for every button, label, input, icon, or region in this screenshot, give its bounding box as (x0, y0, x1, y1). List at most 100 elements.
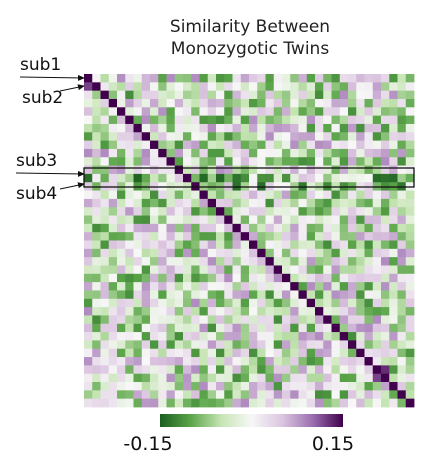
heatmap-cell (331, 365, 341, 375)
heatmap-cell (265, 273, 275, 283)
heatmap-cell (125, 223, 134, 233)
heatmap-cell (191, 115, 200, 125)
heatmap-cell (117, 398, 126, 408)
heatmap-cell (348, 365, 357, 375)
heatmap-cell (150, 115, 159, 125)
heatmap-cell (150, 290, 159, 300)
heatmap-cell (191, 223, 200, 233)
heatmap-cell (364, 248, 374, 258)
heatmap-cell (298, 115, 308, 125)
heatmap-cell (108, 357, 118, 366)
heatmap-cell (100, 140, 110, 150)
heatmap-cell (282, 257, 291, 266)
heatmap-cell (257, 398, 266, 408)
heatmap-cell (117, 273, 126, 283)
heatmap-cell (306, 123, 316, 133)
heatmap-cell (381, 315, 390, 325)
heatmap-cell (315, 223, 324, 233)
heatmap-cell (389, 107, 398, 117)
heatmap-cell (397, 373, 407, 383)
heatmap-cell (117, 82, 126, 92)
heatmap-cell (141, 215, 151, 225)
heatmap-cell (372, 382, 382, 391)
heatmap-cell (166, 398, 176, 408)
heatmap-cell (339, 332, 349, 341)
heatmap-cell (298, 240, 308, 250)
heatmap-cell (125, 232, 134, 241)
heatmap-cell (273, 282, 283, 291)
heatmap-cell (158, 198, 167, 208)
heatmap-cell (265, 123, 275, 133)
heatmap-cell (389, 382, 398, 391)
heatmap-cell (282, 365, 291, 375)
heatmap-cell (232, 248, 242, 258)
heatmap-cell (108, 390, 118, 400)
heatmap-cell (117, 232, 126, 241)
heatmap-cell (191, 323, 200, 333)
heatmap-cell (125, 298, 134, 308)
heatmap-cell (191, 290, 200, 300)
heatmap-cell (224, 232, 233, 241)
heatmap-cell (405, 207, 415, 216)
heatmap-cell (240, 132, 250, 141)
heatmap-cell (207, 173, 217, 183)
heatmap-cell (364, 207, 374, 216)
heatmap-cell (125, 215, 134, 225)
heatmap-cell (108, 240, 118, 250)
heatmap-cell (249, 390, 258, 400)
heatmap-cell (166, 323, 176, 333)
heatmap-cell (207, 98, 217, 108)
heatmap-cell (199, 298, 209, 308)
heatmap-cell (216, 107, 225, 117)
heatmap-cell (298, 357, 308, 366)
heatmap-cell (100, 148, 110, 158)
heatmap-cell (306, 257, 316, 266)
heatmap-cell (389, 123, 398, 133)
heatmap-cell (216, 357, 225, 366)
heatmap-cell (331, 132, 341, 141)
heatmap-cell (100, 307, 110, 316)
heatmap-cell (224, 273, 233, 283)
heatmap-cell (191, 198, 200, 208)
heatmap-cell (389, 165, 398, 175)
heatmap-cell (150, 198, 159, 208)
heatmap-cell (364, 348, 374, 358)
heatmap-cell (141, 348, 151, 358)
heatmap-cell (339, 173, 349, 183)
heatmap-cell (92, 157, 101, 166)
heatmap-cell (150, 382, 159, 391)
heatmap-cell (273, 273, 283, 283)
colorbar (160, 414, 343, 427)
heatmap-cell (306, 173, 316, 183)
heatmap-cell (397, 198, 407, 208)
heatmap-cell (174, 340, 184, 350)
heatmap-cell (100, 265, 110, 275)
heatmap-cell (158, 90, 167, 100)
heatmap-cell (183, 157, 192, 166)
heatmap-cell (84, 282, 93, 291)
heatmap-cell (323, 257, 332, 266)
heatmap-cell (315, 298, 324, 308)
heatmap-cell (405, 148, 415, 158)
heatmap-cell (92, 273, 101, 283)
heatmap-cell (356, 298, 365, 308)
heatmap-cell (174, 332, 184, 341)
heatmap-cell (191, 165, 200, 175)
heatmap-cell (224, 123, 233, 133)
heatmap-cell (191, 207, 200, 216)
heatmap-cell (158, 257, 167, 266)
heatmap-cell (174, 198, 184, 208)
heatmap-cell (199, 257, 209, 266)
heatmap-cell (331, 190, 341, 200)
heatmap-cell (348, 173, 357, 183)
heatmap-cell (207, 398, 217, 408)
heatmap-cell (166, 132, 176, 141)
heatmap-cell (216, 373, 225, 383)
heatmap-cell (224, 290, 233, 300)
heatmap-cell (199, 382, 209, 391)
heatmap-cell (265, 115, 275, 125)
heatmap-cell (331, 98, 341, 108)
heatmap-cell (125, 315, 134, 325)
heatmap-cell (191, 398, 200, 408)
heatmap-cell (166, 190, 176, 200)
